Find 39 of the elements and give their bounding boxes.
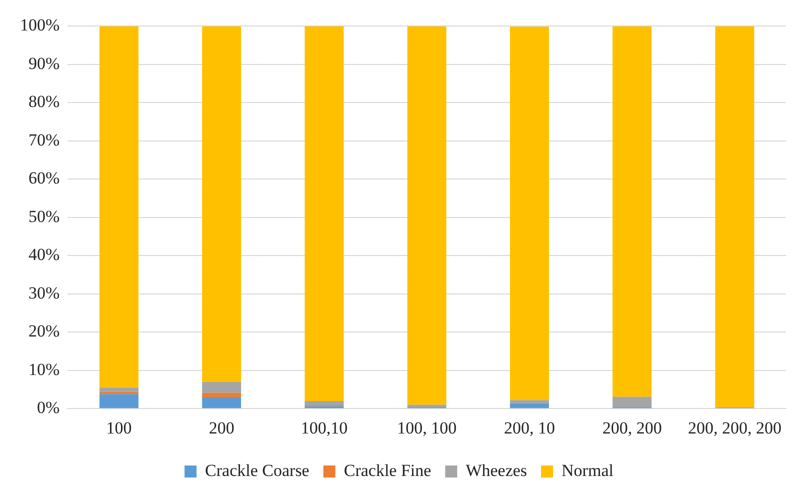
bar [510, 26, 549, 400]
x-tick-label: 100, 100 [397, 418, 457, 438]
bar [715, 26, 754, 408]
bar [407, 26, 446, 405]
bar [304, 400, 344, 406]
bar [202, 382, 242, 393]
bar [202, 398, 242, 408]
y-tick-label: 90% [28, 54, 60, 73]
x-tick-label: 100,10 [300, 418, 348, 438]
y-tick-label: 20% [28, 322, 60, 341]
y-tick-label: 60% [28, 168, 60, 188]
y-tick-label: 30% [28, 283, 60, 302]
bar [304, 26, 344, 401]
bar [202, 26, 242, 382]
bar [99, 394, 138, 408]
y-tick-label: 0% [36, 398, 60, 418]
legend-label: Normal [562, 460, 614, 480]
bar [612, 396, 652, 408]
bar [510, 400, 549, 404]
y-tick-label: 80% [28, 92, 60, 112]
bar [99, 388, 138, 392]
y-tick-label: 50% [28, 206, 60, 226]
legend-label: Wheezes [466, 460, 528, 480]
legend-label: Crackle Fine [344, 460, 432, 480]
legend-label: Crackle Coarse [205, 460, 310, 480]
x-tick-label: 200, 10 [504, 418, 555, 438]
y-tick-label: 70% [28, 130, 60, 150]
x-tick-label: 200 [208, 418, 234, 438]
x-tick-label: 100 [106, 418, 132, 438]
bar [612, 26, 652, 397]
bar [510, 403, 549, 408]
y-tick-label: 10% [28, 360, 60, 379]
x-tick-label: 200, 200 [602, 418, 662, 438]
bar [407, 404, 446, 408]
y-tick-label: 100% [20, 16, 60, 35]
y-tick-label: 40% [28, 245, 60, 264]
bar [99, 26, 138, 388]
bar [202, 392, 242, 398]
x-tick-label: 200, 200, 200 [688, 418, 782, 438]
